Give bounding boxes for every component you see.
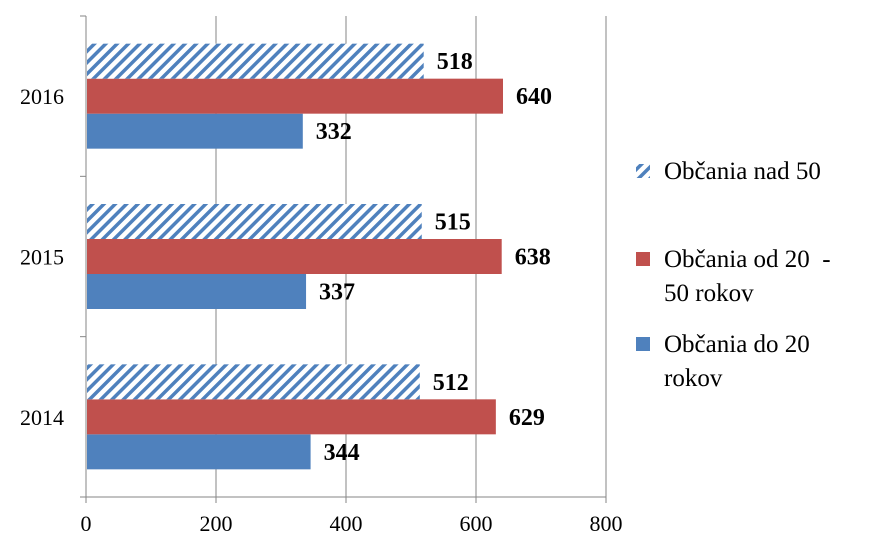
- bar: [87, 113, 303, 149]
- data-labels: 344 629 512 337 638 515 332 640 518: [316, 49, 552, 466]
- bar: [87, 274, 307, 309]
- legend-label: 50 rokov: [664, 280, 754, 307]
- data-label: 332: [316, 119, 352, 145]
- legend-label: rokov: [664, 365, 723, 392]
- data-label: 518: [437, 49, 473, 75]
- y-category-label: 2015: [20, 245, 64, 270]
- x-tick-label: 0: [81, 511, 92, 536]
- x-tick-label: 400: [330, 511, 363, 536]
- axes: 0 200 400 600 800 2014 2015 2016: [20, 15, 623, 536]
- data-label: 629: [509, 405, 545, 431]
- legend-label: Občania nad 50: [664, 158, 821, 185]
- bar: [87, 364, 420, 400]
- bar: [87, 43, 424, 79]
- legend-swatch: [636, 337, 650, 351]
- bars: [87, 43, 503, 470]
- legend-swatch: [636, 164, 650, 178]
- data-label: 337: [319, 280, 355, 306]
- data-label: 515: [435, 210, 471, 236]
- data-label: 344: [324, 440, 360, 466]
- legend-label: Občania od 20 -: [664, 246, 831, 273]
- y-category-label: 2016: [20, 84, 64, 109]
- legend-swatch: [636, 252, 650, 266]
- legend: Občania nad 50 Občania od 20 - 50 rokov Obč…: [636, 158, 831, 392]
- bar: [87, 78, 503, 114]
- legend-label: Občania do 20: [664, 331, 810, 358]
- bar: [87, 204, 422, 239]
- x-tick-label: 600: [460, 511, 493, 536]
- data-label: 640: [516, 84, 552, 110]
- data-label: 512: [433, 370, 469, 396]
- bar: [87, 399, 496, 435]
- x-tick-label: 800: [590, 511, 623, 536]
- bar: [87, 434, 311, 470]
- x-tick-label: 200: [200, 511, 233, 536]
- data-label: 638: [515, 245, 551, 271]
- y-category-label: 2014: [20, 405, 64, 430]
- bar: [87, 239, 502, 274]
